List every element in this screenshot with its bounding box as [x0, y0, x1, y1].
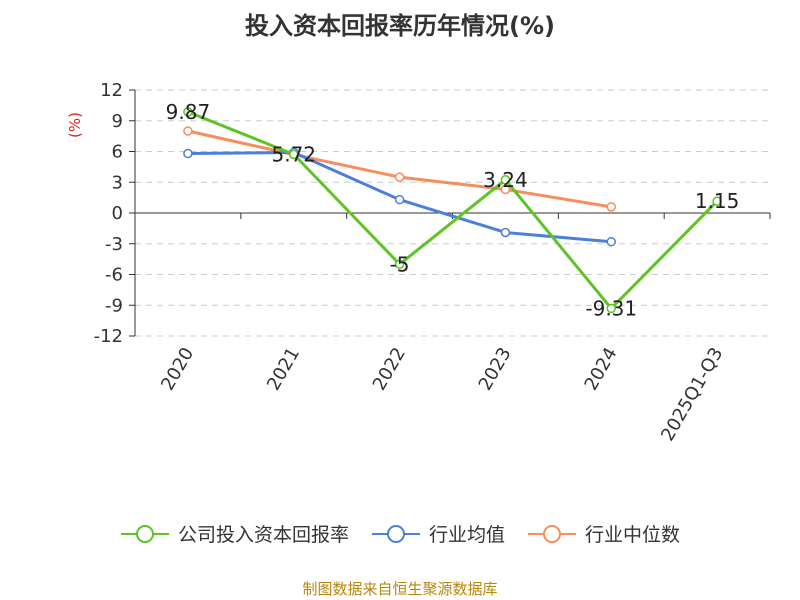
- data-point: [712, 196, 722, 206]
- x-tick-label: 2023: [475, 344, 516, 394]
- data-point: [289, 149, 299, 160]
- data-point: [500, 175, 511, 185]
- x-tick-label: 2022: [369, 344, 410, 394]
- x-tick-label: 2020: [157, 344, 198, 394]
- data-label: 9.87: [166, 100, 211, 124]
- data-label: 1.15: [695, 189, 740, 213]
- data-point: [394, 172, 405, 182]
- legend-marker: [120, 524, 169, 543]
- legend-label: 公司投入资本回报率: [177, 524, 349, 546]
- y-tick-label: -12: [94, 326, 123, 347]
- source-note: 制图数据来自恒生聚源数据库: [302, 580, 498, 598]
- legend: 公司投入资本回报率 行业均值 行业中位数: [0, 520, 800, 547]
- data-point: [394, 259, 405, 269]
- y-tick-label: -9: [105, 295, 123, 316]
- data-point: [500, 227, 511, 238]
- y-tick-label: -3: [105, 234, 123, 255]
- legend-item: 行业中位数: [527, 520, 680, 547]
- data-label: 5.72: [271, 142, 316, 166]
- y-tick-label: 6: [112, 142, 123, 163]
- data-point: [606, 202, 616, 212]
- legend-label: 行业均值: [428, 524, 505, 546]
- chart-title: 投入资本回报率历年情况(%): [245, 12, 555, 40]
- data-point: [606, 236, 616, 247]
- x-tick-label: 2024: [580, 344, 621, 394]
- data-label: -5: [390, 252, 410, 276]
- data-label: -9.31: [585, 296, 637, 320]
- series-line: [187, 110, 719, 310]
- data-point: [394, 194, 405, 205]
- legend-marker: [528, 524, 576, 543]
- y-tick-label: 12: [100, 80, 123, 101]
- data-label: 3.24: [483, 168, 528, 192]
- legend-item: 公司投入资本回报率: [120, 520, 349, 547]
- x-tick-label: 2025Q1-Q3: [657, 344, 727, 445]
- y-tick-label: 9: [112, 111, 123, 132]
- y-axis-label: (%): [66, 112, 84, 138]
- y-tick-label: 3: [112, 172, 123, 193]
- data-point: [500, 184, 511, 195]
- legend-marker: [371, 524, 420, 543]
- legend-label: 行业中位数: [585, 524, 681, 546]
- data-point: [183, 107, 193, 117]
- y-tick-label: 0: [112, 203, 123, 224]
- x-tick-label: 2021: [263, 344, 304, 394]
- legend-item: 行业均值: [371, 520, 505, 547]
- data-point: [183, 148, 193, 159]
- y-tick-label: -6: [105, 265, 123, 286]
- data-point: [183, 126, 193, 136]
- data-point: [606, 303, 616, 314]
